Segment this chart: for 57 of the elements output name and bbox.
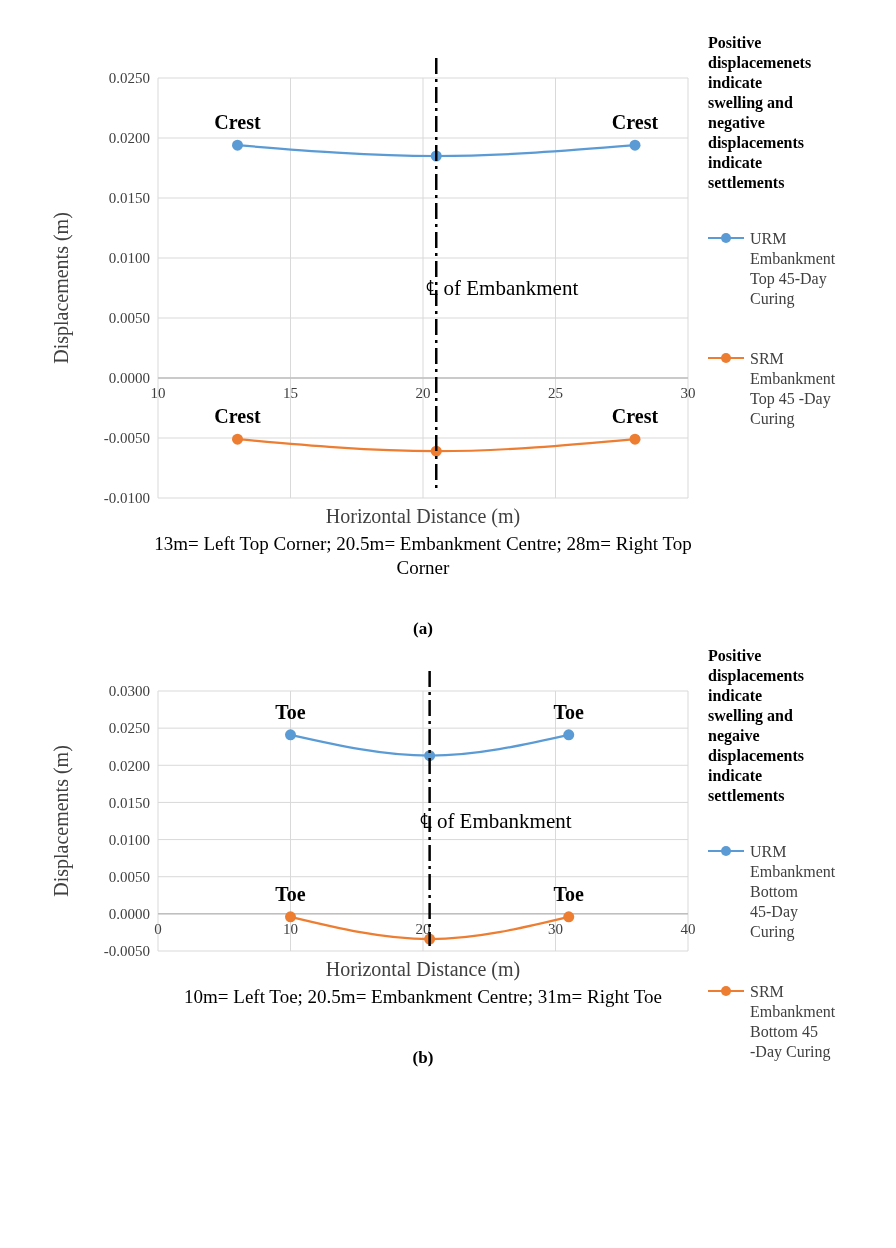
y-tick-label: -0.0050 (103, 943, 150, 960)
y-tick-label: 0.0150 (108, 190, 150, 207)
point (629, 433, 641, 445)
point (232, 433, 243, 445)
y-tick-label: -0.0100 (103, 490, 150, 507)
y-tick-label: 0.0050 (108, 868, 150, 885)
x-tick-label: 0 (154, 920, 162, 937)
point (232, 139, 243, 151)
y-tick-label: 0.0200 (108, 757, 150, 774)
annotation: Crest (214, 111, 261, 134)
text: (b) (412, 1048, 434, 1067)
y-tick-label: 0.0100 (108, 831, 150, 848)
annotation: Toe (275, 882, 306, 905)
x-tick-label: 25 (548, 385, 563, 401)
ref-line-label: ℄ of Embankment (426, 276, 579, 301)
point (285, 729, 296, 741)
text: 13m= Left Top Corner; 20.5m= Embankment Centre; 28m= Right Top Corner (154, 533, 692, 578)
annotation: Toe (553, 882, 585, 905)
annotation: Crest (611, 111, 659, 134)
y-tick-label: 0.0300 (108, 683, 150, 700)
y-tick-label: 0.0000 (108, 906, 150, 923)
x-tick-label: 20 (415, 385, 431, 401)
text: (a) (413, 619, 433, 638)
legend-label: SRM Embankment Top 45 -Day Curing (750, 349, 836, 428)
annotation: Crest (214, 405, 261, 428)
y-tick-label: 0.0100 (108, 250, 150, 267)
annotation: Toe (275, 700, 306, 723)
legend-title: Positive displacemenets indicate swelling and negative displacements indicate settlements (708, 34, 812, 191)
point (629, 139, 641, 151)
y-tick-label: 0.0050 (108, 310, 150, 327)
point (563, 729, 575, 741)
x-tick-label: 30 (548, 920, 563, 937)
y-tick-label: 0.0000 (108, 370, 150, 387)
x-tick-label: 30 (680, 385, 696, 401)
x-tick-label: 20 (415, 920, 431, 937)
y-tick-label: -0.0050 (103, 430, 150, 447)
annotation: Toe (553, 700, 585, 723)
legend-label: URM Embankment Bottom 45-Day Curing (750, 842, 836, 941)
point (563, 911, 575, 923)
y-tick-label: 0.0250 (108, 720, 150, 737)
x-tick-label: 40 (680, 920, 696, 937)
x-axis-title: Horizontal Distance (m) (325, 505, 521, 528)
y-tick-label: 0.0150 (108, 794, 150, 811)
x-tick-label: 10 (283, 920, 298, 937)
annotation: Crest (611, 405, 659, 428)
x-tick-label: 15 (283, 385, 298, 401)
legend-title: Positive displacements indicate swelling and negaive displacements indicate settlements (708, 647, 804, 804)
point (285, 911, 296, 923)
legend-label: URM Embankment Top 45-Day Curing (750, 229, 836, 308)
text: 10m= Left Toe; 20.5m= Embankment Centre; 31m= Right Toe (184, 986, 662, 1007)
legend-label: SRM Embankment Bottom 45 -Day Curing (750, 982, 836, 1061)
y-axis-title: Displacements (m) (50, 745, 73, 897)
x-axis-title: Horizontal Distance (m) (325, 958, 521, 981)
y-tick-label: 0.0250 (108, 70, 150, 87)
y-tick-label: 0.0200 (108, 130, 150, 147)
x-tick-label: 10 (150, 385, 166, 401)
y-axis-title: Displacements (m) (50, 212, 73, 364)
